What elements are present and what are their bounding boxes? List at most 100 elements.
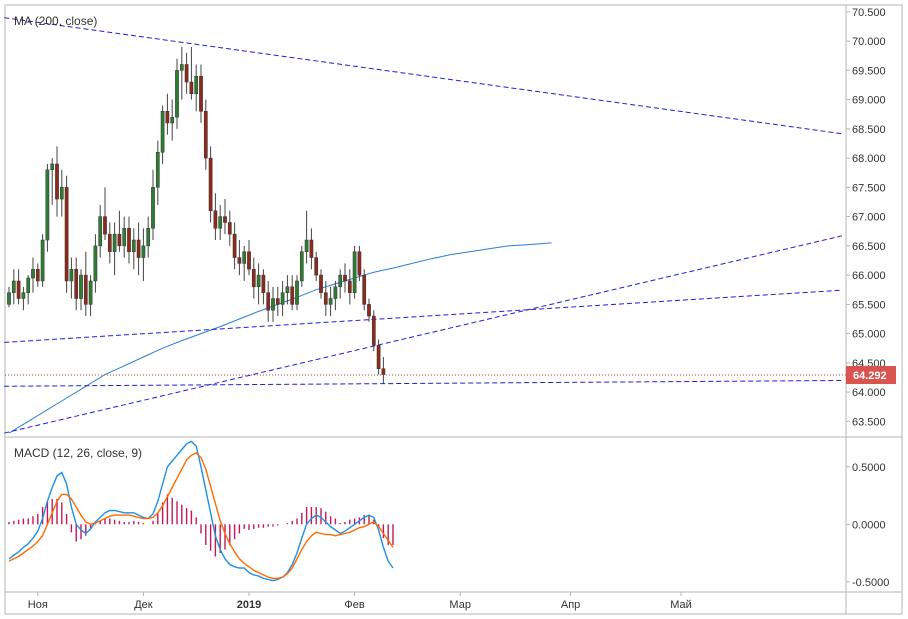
candle-body [107,233,112,252]
price-tick-label: 67.500 [852,182,886,194]
candle-body [16,280,21,299]
candle-body [151,187,155,229]
price-tick-label: 64.000 [852,387,886,399]
candle-body [251,269,256,288]
candle-body [328,298,333,305]
trend-line[interactable] [4,17,843,135]
candle-body [247,251,251,270]
candle-body [155,152,160,188]
macd-tick-label: -0.5000 [852,577,889,589]
candle-body [7,292,11,305]
candle-body [194,75,199,95]
candle-body [232,233,237,258]
candle-body [299,251,304,282]
candle-body [314,257,319,276]
candle-body [131,239,136,252]
candle-body [175,70,179,118]
candle-body [21,292,26,299]
candle-body [55,163,59,200]
candle-body [280,292,285,305]
candle-body [179,64,184,71]
chart-frame [4,4,903,615]
candle-body [266,292,271,311]
candle-body [69,269,74,282]
candle-body [40,239,45,282]
price-tick-label: 65.500 [852,299,886,311]
candle-body [160,111,165,153]
candle-body [59,187,64,200]
macd-tick-label: 0.5000 [852,462,886,474]
candle-body [165,111,170,124]
price-tick-label: 67.000 [852,212,886,224]
price-pane[interactable]: 70.500 70.000 69.500 69.000 68.500 68.000 67.5… [4,7,896,434]
time-tick-label: Апр [561,599,580,611]
candle-body [11,280,16,293]
candle-body [31,269,35,279]
candle-body [170,116,175,124]
candle-body [79,274,83,299]
candle-body [74,269,79,299]
candle-body [237,257,242,264]
candle-body [88,280,93,305]
candle-body [93,245,98,282]
candle-body [304,239,309,252]
candle-body [218,216,223,229]
candle-body [261,274,266,293]
candle-body [242,251,247,264]
candle-body [309,239,314,258]
time-tick-label: Мар [449,599,471,611]
candle-body [64,187,69,282]
candle-body [227,222,232,235]
candle-body [50,163,55,171]
candle-body [83,274,88,305]
macd-line [8,440,394,582]
candle-body [376,345,381,369]
candle-body [136,239,141,258]
candle-body [127,228,131,252]
time-tick-label: Ноя [28,599,48,611]
candle-body [189,81,194,95]
candle-body [112,233,117,252]
last-price-tag [846,366,896,385]
macd-pane[interactable]: 0.5000 0.0000 -0.5000 [8,440,889,589]
trend-line[interactable] [4,379,843,387]
signal-line [8,452,394,579]
price-tick-label: 66.000 [852,270,886,282]
candle-body [35,269,40,282]
trend-line[interactable] [4,289,843,343]
price-tick-label: 65.000 [852,329,886,341]
candle-body [26,277,31,293]
time-tick-label: 2019 [237,599,261,611]
candle-body [223,216,227,223]
candle-body [213,210,218,229]
candle-body [362,274,367,305]
candle-body [371,315,376,346]
price-tick-label: 70.500 [852,7,886,19]
price-indicator-title: MA (200, close) [14,14,97,28]
candle-body [45,169,50,241]
candle-body [275,298,280,305]
candle-body [203,111,208,159]
candle-body [357,251,362,276]
macd-tick-label: 0.0000 [852,519,886,531]
candle-body [367,304,371,317]
candle-body [343,274,347,282]
price-tick-label: 68.500 [852,124,886,136]
candle-body [323,292,328,305]
candle-body [338,274,343,288]
candle-body [117,233,122,247]
macd-indicator-title: MACD (12, 26, close, 9) [14,446,142,460]
price-tick-label: 66.500 [852,241,886,253]
time-axis: Ноя Дек 2019 Фев Мар Апр Май [28,592,692,611]
candle-body [319,274,323,293]
candle-body [290,286,295,305]
candle-body [381,368,386,375]
price-tick-label: 63.500 [852,416,886,428]
candle-body [141,245,146,258]
candle-body [103,216,107,235]
candle-body [122,228,127,247]
price-tick-label: 70.000 [852,36,886,48]
candle-body [199,75,203,112]
price-tick-label: 69.500 [852,65,886,77]
